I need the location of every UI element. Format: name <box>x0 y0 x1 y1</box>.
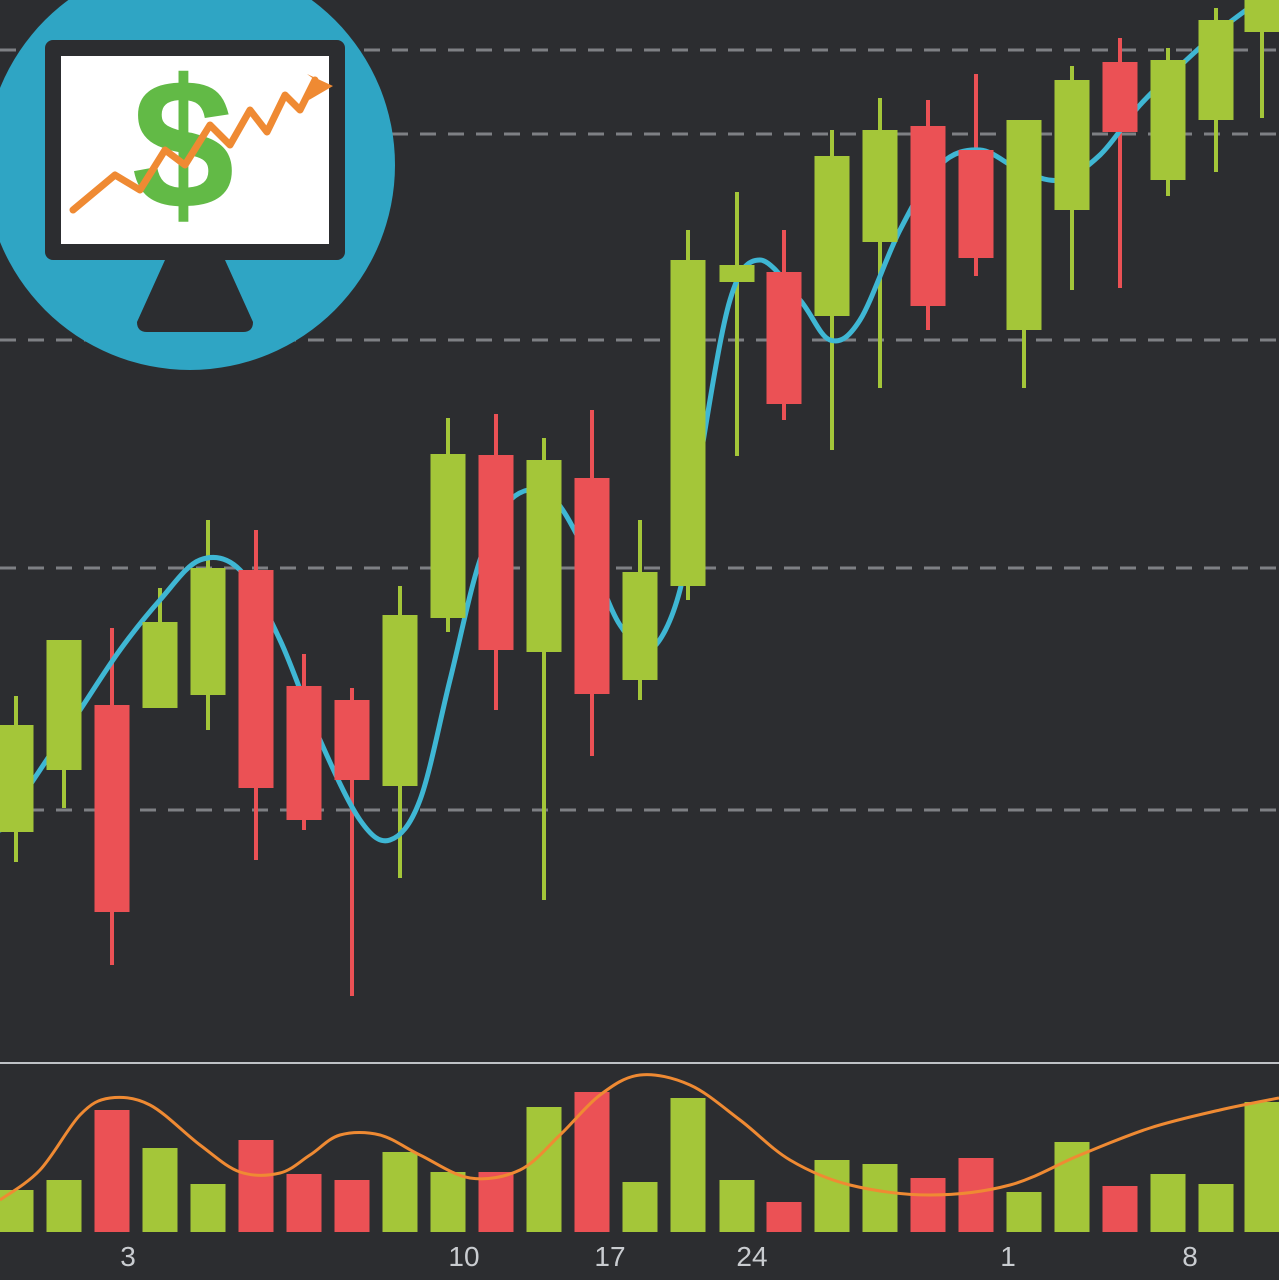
x-axis-tick-label: 3 <box>120 1241 136 1272</box>
x-axis-tick-label: 24 <box>736 1241 767 1272</box>
x-axis-tick-label: 17 <box>594 1241 625 1272</box>
x-axis-tick-label: 1 <box>1000 1241 1016 1272</box>
x-axis-tick-label: 10 <box>448 1241 479 1272</box>
chart-infographic: 3 10 17 24 1 8 $ <box>0 0 1279 1280</box>
x-axis-tick-label: 8 <box>1182 1241 1198 1272</box>
dollar-icon: $ <box>132 42 235 248</box>
